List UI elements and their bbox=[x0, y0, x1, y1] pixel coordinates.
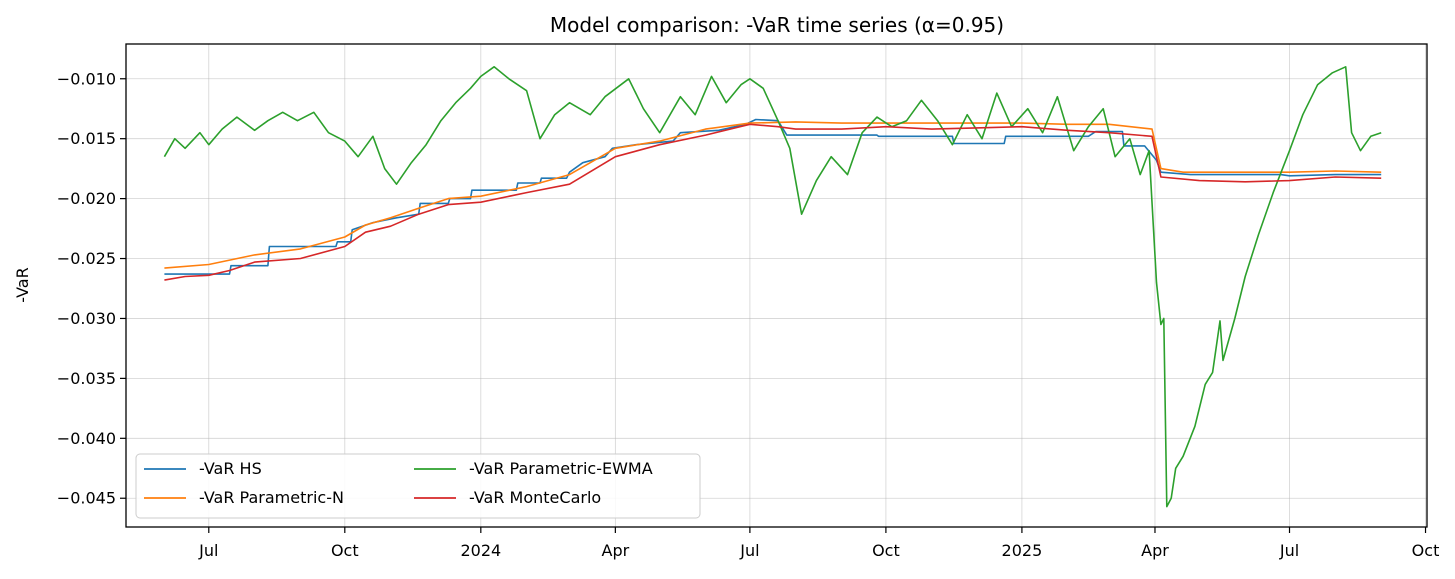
legend-label: -VaR Parametric-N bbox=[199, 488, 344, 507]
grid bbox=[126, 44, 1427, 527]
x-tick-label: Apr bbox=[1141, 541, 1169, 560]
legend-label: -VaR MonteCarlo bbox=[469, 488, 601, 507]
chart-title: Model comparison: -VaR time series (α=0.… bbox=[550, 13, 1004, 37]
series-line-3 bbox=[163, 66, 1382, 508]
x-tick-label: Oct bbox=[872, 541, 900, 560]
y-tick-label: −0.030 bbox=[57, 309, 116, 328]
plot-area-frame bbox=[125, 43, 1428, 528]
y-tick-label: −0.015 bbox=[57, 129, 116, 148]
x-tick-label: Jul bbox=[739, 541, 759, 560]
legend: -VaR HS -VaR Parametric-N -VaR Parametric-… bbox=[135, 453, 701, 519]
y-tick-label: −0.010 bbox=[57, 69, 116, 88]
series-line-2 bbox=[164, 121, 1382, 269]
x-tick-label: Apr bbox=[602, 541, 630, 560]
legend-box bbox=[135, 453, 701, 519]
y-tick-label: −0.040 bbox=[57, 429, 116, 448]
x-tick-label: Jul bbox=[198, 541, 218, 560]
legend-label: -VaR HS bbox=[199, 459, 262, 478]
y-tick-label: −0.035 bbox=[57, 369, 116, 388]
x-tick-label: Oct bbox=[331, 541, 359, 560]
y-tick-label: −0.025 bbox=[57, 249, 116, 268]
x-tick-label: 2025 bbox=[1002, 541, 1043, 560]
series-line-4 bbox=[164, 123, 1382, 281]
y-axis-label: -VaR bbox=[13, 267, 32, 302]
y-tick-label: −0.045 bbox=[57, 489, 116, 508]
y-tick-label: −0.020 bbox=[57, 189, 116, 208]
x-tick-label: Oct bbox=[1412, 541, 1440, 560]
legend-label: -VaR Parametric-EWMA bbox=[469, 459, 653, 478]
axes: −0.010 −0.015 −0.020 −0.025 −0.030 −0.035 −0.0… bbox=[57, 69, 1440, 560]
x-tick-label: Jul bbox=[1279, 541, 1299, 560]
x-tick-label: 2024 bbox=[460, 541, 501, 560]
series-lines bbox=[163, 66, 1382, 508]
